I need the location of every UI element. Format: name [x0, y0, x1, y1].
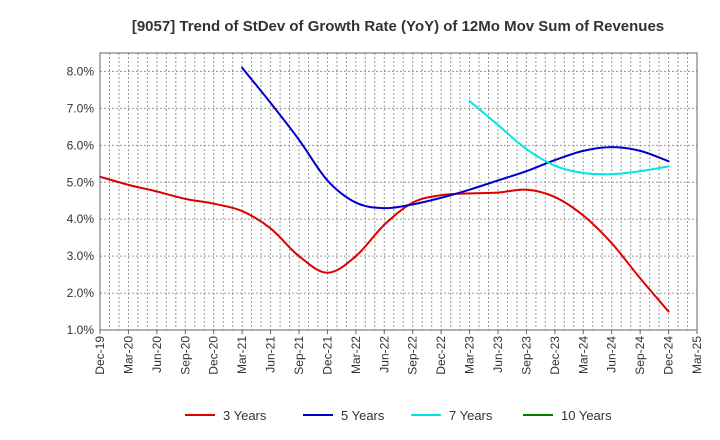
series-line-3-years: [99, 175, 670, 313]
x-tick-label: Sep-24: [633, 336, 647, 375]
y-axis: 1.0% 2.0% 3.0% 4.0% 5.0% 6.0% 7.0% 8.0%: [67, 64, 95, 337]
x-tick-label: Dec-24: [662, 336, 676, 375]
grid: [100, 53, 697, 331]
x-tick-label: Mar-24: [576, 336, 590, 374]
chart-title: [9057] Trend of StDev of Growth Rate (Yo…: [132, 18, 664, 35]
series-line-5-years: [241, 66, 670, 210]
x-tick-label: Sep-23: [519, 336, 533, 375]
y-tick-label: 4.0%: [67, 212, 95, 226]
x-tick-label: Jun-23: [491, 336, 505, 373]
x-tick-label: Jun-24: [605, 336, 619, 373]
x-tick-label: Dec-23: [548, 336, 562, 375]
x-axis: Dec-19 Mar-20 Jun-20 Sep-20 Dec-20 Mar-21 Jun-…: [93, 330, 704, 375]
x-tick-label: Mar-23: [463, 336, 477, 374]
x-tick-label: Sep-21: [292, 336, 306, 375]
legend-label-3-years: 3 Years: [223, 408, 267, 423]
y-tick-label: 3.0%: [67, 249, 95, 263]
x-tick-label: Dec-22: [434, 336, 448, 375]
series-line-7-years: [468, 100, 670, 176]
x-tick-label: Sep-22: [406, 336, 420, 375]
x-tick-label: Jun-20: [150, 336, 164, 373]
x-tick-label: Mar-21: [235, 336, 249, 374]
x-tick-label: Dec-21: [320, 336, 334, 375]
y-tick-label: 8.0%: [67, 64, 95, 78]
x-tick-label: Mar-22: [349, 336, 363, 374]
legend-label-10-years: 10 Years: [561, 408, 612, 423]
x-tick-label: Dec-20: [207, 336, 221, 375]
x-tick-label: Dec-19: [93, 336, 107, 375]
legend: 3 Years 5 Years 7 Years 10 Years: [185, 408, 612, 423]
legend-label-7-years: 7 Years: [449, 408, 493, 423]
x-tick-label: Mar-25: [690, 336, 704, 374]
plot-area: [99, 52, 698, 331]
y-tick-label: 6.0%: [67, 138, 95, 152]
y-tick-label: 7.0%: [67, 101, 95, 115]
x-tick-label: Mar-20: [121, 336, 135, 374]
y-tick-label: 5.0%: [67, 175, 95, 189]
y-tick-label: 1.0%: [67, 323, 95, 337]
legend-label-5-years: 5 Years: [341, 408, 385, 423]
x-tick-label: Jun-21: [264, 336, 278, 373]
x-tick-label: Jun-22: [377, 336, 391, 373]
series-lines: [99, 66, 670, 313]
x-tick-label: Sep-20: [178, 336, 192, 375]
y-tick-label: 2.0%: [67, 286, 95, 300]
